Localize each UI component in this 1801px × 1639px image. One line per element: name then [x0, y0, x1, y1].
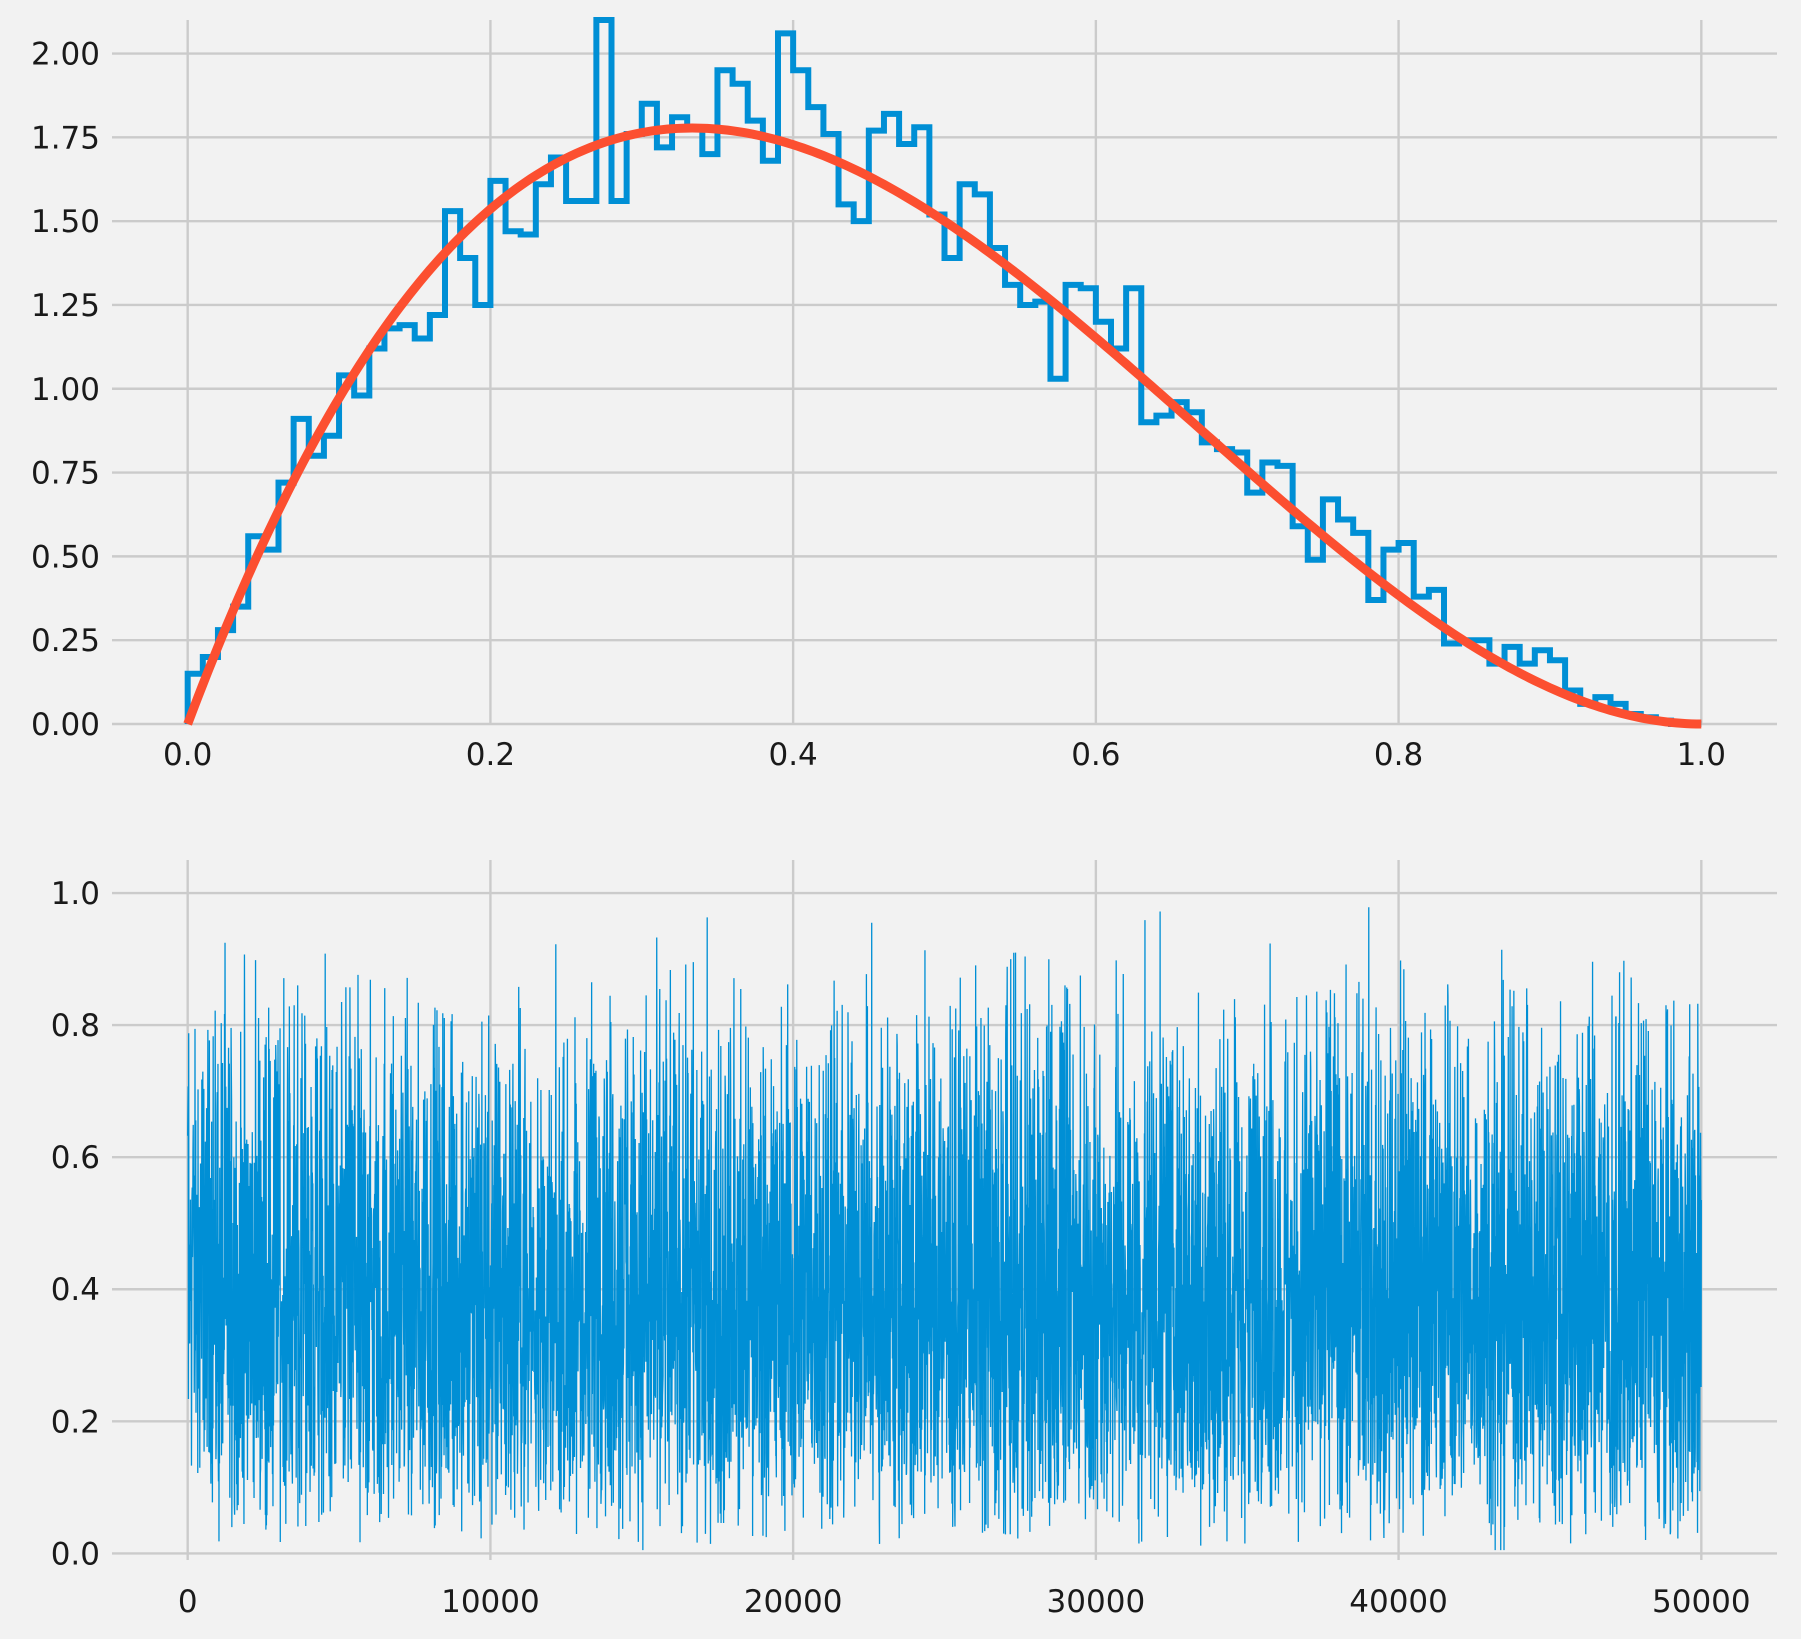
x-tick-label: 30000 — [1047, 1584, 1146, 1620]
y-tick-label: 1.00 — [31, 372, 100, 408]
y-tick-label: 0.50 — [31, 539, 100, 575]
x-tick-label: 0.0 — [163, 737, 212, 773]
trace-y-tick-labels: 0.0 0.2 0.4 0.6 0.8 1.0 — [51, 876, 100, 1572]
y-tick-label: 0.4 — [51, 1272, 100, 1308]
y-tick-label: 0.2 — [51, 1404, 100, 1440]
x-tick-label: 0.6 — [1071, 737, 1120, 773]
y-tick-label: 1.0 — [51, 876, 100, 912]
trace-series — [187, 907, 1702, 1551]
y-tick-label: 0.0 — [51, 1536, 100, 1572]
trace-x-tick-labels: 0 10000 20000 30000 40000 50000 — [178, 1584, 1751, 1620]
x-tick-label: 0 — [178, 1584, 198, 1620]
y-tick-label: 0.8 — [51, 1008, 100, 1044]
trace-panel: 0 10000 20000 30000 40000 50000 0.00.20.40.60… — [51, 860, 1777, 1620]
trace-line — [187, 907, 1702, 1551]
x-tick-label: 0.8 — [1374, 737, 1423, 773]
y-tick-label: 0.75 — [31, 456, 100, 492]
x-tick-label: 10000 — [441, 1584, 540, 1620]
x-tick-label: 0.2 — [466, 737, 515, 773]
y-tick-label: 1.50 — [31, 204, 100, 240]
histogram-y-tick-labels: 0.00 0.25 0.50 0.75 1.00 1.25 1.50 1.75 2.00 — [31, 37, 100, 743]
pdf-line — [183, 123, 1702, 729]
histogram-x-tick-labels: 0.0 0.2 0.4 0.6 0.8 1.0 — [163, 737, 1726, 773]
x-tick-label: 0.4 — [768, 737, 817, 773]
histogram-grid — [112, 20, 1777, 726]
histogram-panel: 0.0 0.2 0.4 0.6 0.8 1.0 0.00 0.25 0.50 0.75 1.00 1… — [31, 17, 1777, 773]
x-tick-label: 1.0 — [1677, 737, 1726, 773]
y-tick-label: 0.00 — [31, 707, 100, 743]
y-tick-label: 0.6 — [51, 1140, 100, 1176]
x-tick-label: 40000 — [1349, 1584, 1448, 1620]
y-tick-label: 1.75 — [31, 120, 100, 156]
pdf-curve — [183, 123, 1702, 729]
x-tick-label: 50000 — [1652, 1584, 1751, 1620]
x-tick-label: 20000 — [744, 1584, 843, 1620]
y-tick-label: 0.25 — [31, 623, 100, 659]
y-tick-label: 2.00 — [31, 37, 100, 73]
y-tick-label: 1.25 — [31, 288, 100, 324]
